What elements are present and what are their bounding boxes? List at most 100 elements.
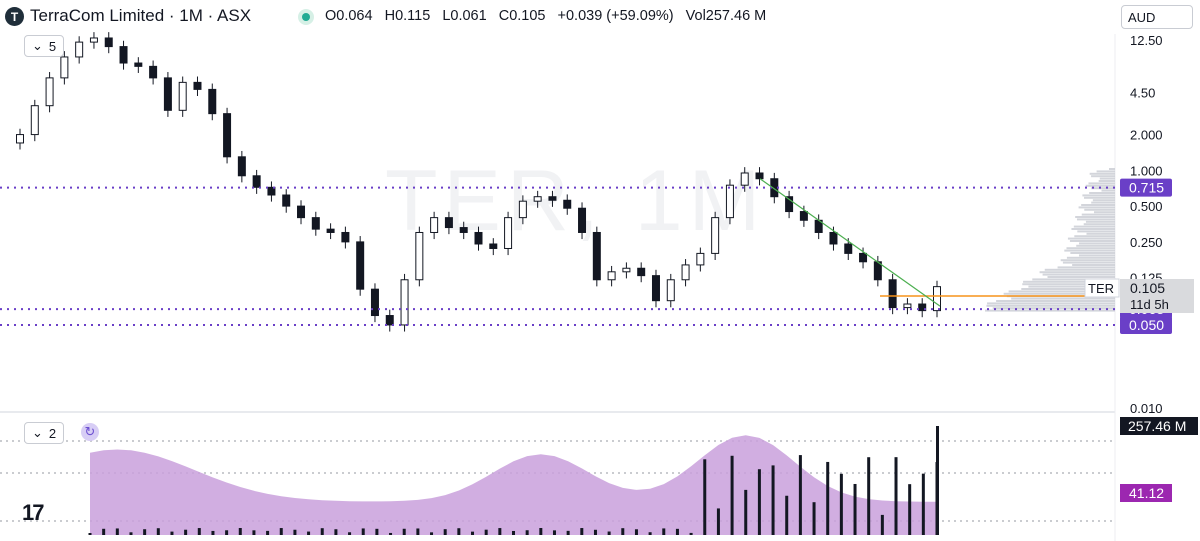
candle-body xyxy=(178,81,187,111)
indicator-value-tag xyxy=(1120,484,1172,502)
low-value: L0.061 xyxy=(442,8,487,24)
candle-body xyxy=(829,231,838,245)
volume-bar xyxy=(689,532,693,535)
volume-profile-bar xyxy=(996,300,1115,302)
refresh-icon[interactable]: ↻ xyxy=(81,423,99,441)
volume-profile-bar xyxy=(1003,292,1115,295)
volume-bar xyxy=(648,532,652,535)
volume-profile-bar xyxy=(1023,280,1115,283)
indicator-value-label: 41.12 xyxy=(1129,485,1164,501)
volume-bar xyxy=(416,528,420,535)
volume-profile-bar xyxy=(985,309,1115,312)
change-value: +0.039 (+59.09%) xyxy=(557,8,674,24)
volume-profile-bar xyxy=(1022,283,1115,286)
symbol-tag-box xyxy=(1084,278,1120,298)
candle-body xyxy=(533,196,542,202)
volume-bar xyxy=(744,489,748,535)
volume-bar xyxy=(853,483,857,535)
candle-body xyxy=(725,184,734,219)
volume-bar xyxy=(552,530,556,535)
y-tick-label: 0.500 xyxy=(1130,199,1163,214)
volume-profile-bar xyxy=(1091,187,1115,190)
candle-body xyxy=(799,211,808,221)
symbol-tag: TER xyxy=(1088,281,1114,296)
volume-bar xyxy=(839,473,843,535)
candle-body xyxy=(933,286,941,312)
volume-bar xyxy=(129,532,133,535)
candle-body xyxy=(518,200,527,219)
candle-body xyxy=(297,205,306,219)
volume-profile-bar xyxy=(1069,240,1115,242)
candle-body xyxy=(104,37,113,48)
candle-body xyxy=(622,267,631,273)
candle-body xyxy=(430,217,439,233)
volume-bar xyxy=(539,528,543,535)
candle-body xyxy=(844,243,853,254)
volume-indicator-area xyxy=(90,435,937,535)
volume-bar xyxy=(389,532,393,535)
volume-bar xyxy=(430,532,434,535)
candle-body xyxy=(193,81,202,90)
volume-bar xyxy=(621,528,625,535)
price-indicators-toggle[interactable]: ⌄ 5 xyxy=(24,35,65,57)
trend-line xyxy=(759,178,941,307)
candle-body xyxy=(370,288,379,317)
volume-profile-bar xyxy=(1086,232,1115,235)
candle-body xyxy=(311,217,320,230)
candle-body xyxy=(89,37,98,43)
candle-body xyxy=(267,186,276,196)
volume-bar xyxy=(593,529,597,535)
volume-profile-bar xyxy=(1057,266,1115,269)
volume-profile-bar xyxy=(1091,175,1115,178)
volume-bar xyxy=(156,528,160,535)
candle-body xyxy=(444,217,453,229)
currency-select[interactable]: AUD xyxy=(1121,5,1193,29)
volume-bar xyxy=(293,529,297,535)
volume-profile-bar xyxy=(1081,213,1115,216)
volume-profile-bar xyxy=(1092,199,1115,202)
price-indicator-count: 5 xyxy=(48,38,57,54)
volume-bar xyxy=(170,531,174,535)
volume-bar xyxy=(252,530,256,535)
candle-body xyxy=(282,194,291,207)
market-status-icon[interactable] xyxy=(298,9,314,25)
volume-bar xyxy=(634,529,638,535)
volume-profile-bar xyxy=(1073,225,1115,228)
volume-profile-bar xyxy=(1076,244,1115,247)
close-value: C0.105 xyxy=(498,8,546,24)
y-tick-label: 0.250 xyxy=(1130,235,1163,250)
volume-bar xyxy=(348,532,352,535)
volume-profile-bar xyxy=(1089,172,1115,175)
level-price-label: 0.715 xyxy=(1129,180,1164,196)
volume-bar xyxy=(730,455,734,535)
volume-bar xyxy=(771,465,775,535)
symbol-title[interactable]: TerraCom Limited · 1M · ASX xyxy=(30,6,252,25)
candle-body xyxy=(415,231,424,281)
level-price-tag xyxy=(1120,178,1172,197)
volume-bar xyxy=(88,533,92,535)
volume-profile-bar xyxy=(1084,196,1115,199)
volume-indicators-toggle[interactable]: ⌄ 2 xyxy=(24,422,65,444)
candle-body xyxy=(119,46,128,64)
volume-profile-bar xyxy=(1060,259,1115,262)
volume-bar xyxy=(184,529,188,535)
volume-bar xyxy=(921,473,925,535)
volume-bar xyxy=(703,459,707,535)
volume-bar xyxy=(361,528,365,535)
volume-profile-bar xyxy=(1078,206,1115,209)
volume-profile-bar xyxy=(1084,208,1115,211)
volume-bar xyxy=(320,528,324,535)
volume-bar xyxy=(785,495,789,535)
volume-profile-bar xyxy=(1077,230,1115,233)
volume-profile-bar xyxy=(1071,228,1115,230)
candle-body xyxy=(459,227,468,233)
volume-bar xyxy=(225,530,229,535)
volume-profile-bar xyxy=(1067,237,1115,240)
volume-bar xyxy=(471,531,475,535)
volume-profile-bar xyxy=(1021,288,1115,290)
volume-bar xyxy=(826,461,830,535)
y-tick-label: 1.000 xyxy=(1130,163,1163,178)
volume-profile-bar xyxy=(1062,261,1115,264)
volume-bar xyxy=(798,455,802,535)
